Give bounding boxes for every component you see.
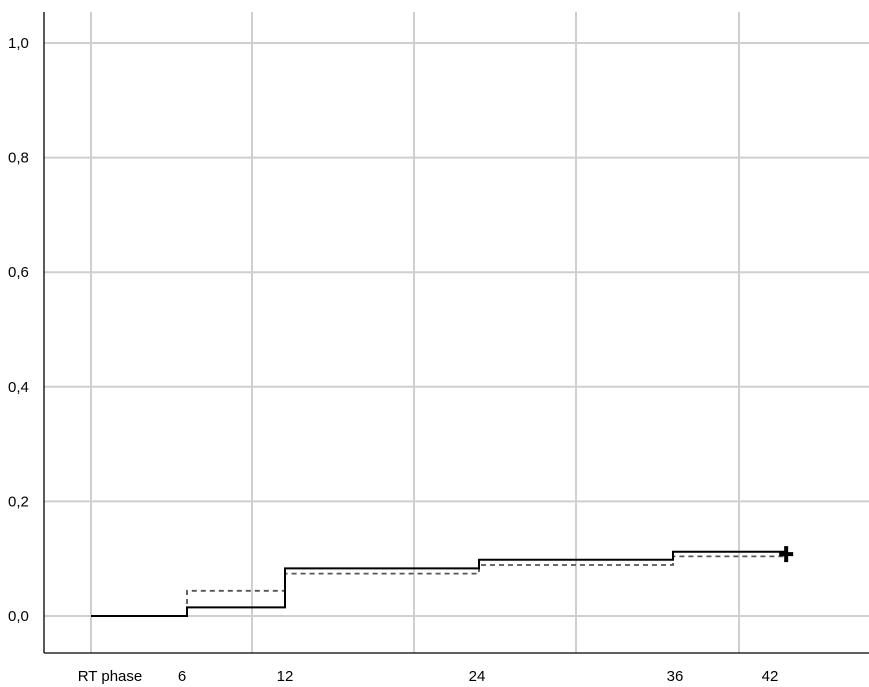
series-layer [91,546,794,617]
y-tick-label: 0,8 [8,150,29,167]
x-tick-label: RT phase [78,668,143,685]
axes [43,12,869,654]
x-tick-label: 12 [277,668,294,685]
x-tick-label: 36 [667,668,684,685]
y-tick-label: 0,4 [8,379,29,396]
series-line-dashed [91,555,787,617]
y-tick-label: 0,0 [8,608,29,625]
x-tick-label: 24 [469,668,486,685]
x-tick-label: 6 [178,668,186,685]
y-tick-label: 0,2 [8,493,29,510]
series-line-solid [91,550,787,617]
y-tick-label: 0,6 [8,264,29,281]
x-tick-label: 42 [762,668,779,685]
tick-labels: 1,0 0,8 0,6 0,4 0,2 0,0 RT phase 6 12 24 36 42 [8,35,778,685]
y-tick-label: 1,0 [8,35,29,52]
